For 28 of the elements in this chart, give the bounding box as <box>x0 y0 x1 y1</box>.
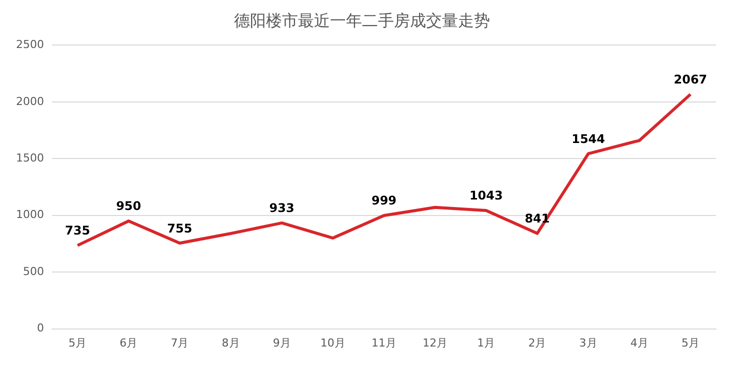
x-tick-label: 6月 <box>120 336 138 350</box>
y-tick-label: 1500 <box>16 152 44 164</box>
y-tick-label: 1000 <box>16 208 44 222</box>
data-label: 735 <box>65 224 90 238</box>
x-tick-label: 8月 <box>222 336 240 350</box>
x-tick-label: 11月 <box>371 336 396 350</box>
x-tick-label: 4月 <box>630 336 648 350</box>
chart-title: 德阳楼市最近一年二手房成交量走势 <box>234 10 490 30</box>
x-tick-label: 10月 <box>320 336 346 350</box>
x-tick-label: 9月 <box>272 336 291 350</box>
data-label: 950 <box>116 199 142 214</box>
data-label: 755 <box>167 221 192 236</box>
y-tick-label: 500 <box>22 264 44 278</box>
data-label: 2067 <box>674 72 708 86</box>
x-tick-label: 3月 <box>579 336 598 350</box>
x-tick-label: 12月 <box>422 336 448 350</box>
data-label: 933 <box>269 201 294 216</box>
x-tick-label: 5月 <box>681 336 700 350</box>
y-tick-label: 0 <box>36 322 44 335</box>
y-tick-label: 2500 <box>16 38 44 52</box>
data-label: 1544 <box>572 132 606 146</box>
x-tick-label: 1月 <box>477 336 496 350</box>
y-tick-label: 2000 <box>16 94 44 108</box>
x-tick-label: 2月 <box>528 336 546 350</box>
x-tick-label: 7月 <box>170 336 189 350</box>
data-label: 1043 <box>469 188 503 203</box>
data-label: 999 <box>371 194 397 208</box>
x-tick-label: 5月 <box>68 336 87 350</box>
